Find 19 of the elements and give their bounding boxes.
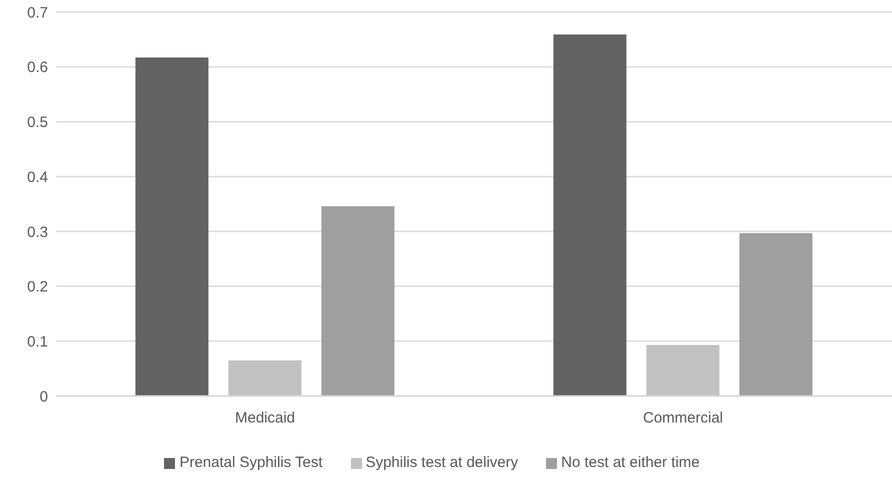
- y-tick-label: 0: [40, 388, 48, 406]
- legend-label: No test at either time: [561, 454, 700, 471]
- y-tick-label: 0.6: [27, 59, 48, 76]
- bar: [228, 360, 302, 396]
- y-tick-label: 0.1: [27, 333, 48, 350]
- x-tick-label: Commercial: [642, 410, 724, 427]
- bar: [553, 34, 626, 396]
- legend-label: Prenatal Syphilis Test: [179, 454, 323, 471]
- y-tick-label: 0.2: [27, 278, 48, 296]
- bar: [646, 344, 720, 396]
- x-tick-label: Medicaid: [234, 410, 296, 427]
- y-tick-label: 0.7: [27, 4, 48, 22]
- bar: [739, 233, 812, 396]
- legend-label: Syphilis test at delivery: [366, 454, 518, 471]
- y-tick-label: 0.4: [27, 168, 48, 186]
- y-tick-label: 0.3: [27, 224, 48, 241]
- bar: [135, 58, 208, 396]
- y-tick-label: 0.5: [27, 114, 48, 132]
- bar: [321, 206, 394, 396]
